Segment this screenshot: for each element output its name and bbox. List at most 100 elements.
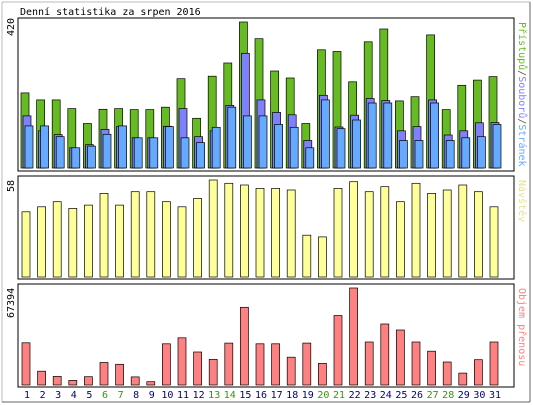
- day-label: 13: [208, 390, 220, 401]
- volume-bar: [255, 343, 265, 386]
- legend-hits: Stránek: [516, 124, 528, 166]
- volume-bar: [349, 287, 358, 386]
- visits-bar: [224, 182, 234, 278]
- pages-bar: [118, 125, 127, 169]
- volume-bar: [302, 342, 312, 386]
- day-label: 31: [489, 390, 501, 401]
- chart-title: Denní statistika za srpen 2016: [20, 6, 201, 18]
- legend-visits: Návštěv: [516, 180, 528, 222]
- visits-bar: [396, 201, 405, 278]
- visits-bar: [271, 188, 280, 278]
- day-label: 28: [442, 390, 454, 401]
- volume-bar: [130, 376, 140, 386]
- visits-bar: [84, 204, 93, 278]
- day-labels: 1 2 3 4 5 6 7 8 9 10 11 12 13 14 15 16 17 18 19 20 21 22 23 24 2…: [24, 390, 501, 401]
- day-label: 3: [55, 390, 61, 401]
- panel-volume-legend: Objem přenosu: [516, 288, 528, 366]
- visits-bar: [427, 193, 436, 278]
- visits-bar: [162, 201, 171, 278]
- volume-bar: [37, 370, 46, 386]
- volume-bar: [442, 361, 452, 386]
- pages-bar: [55, 136, 65, 169]
- visits-bar: [411, 182, 421, 278]
- pages-bar: [180, 137, 190, 169]
- volume-bar: [115, 363, 124, 386]
- visits-bars: [21, 179, 499, 278]
- pages-bar: [149, 137, 159, 169]
- pages-bar: [165, 126, 174, 169]
- visits-bar: [489, 206, 499, 278]
- day-label: 23: [364, 390, 376, 401]
- pages-bar: [289, 126, 299, 169]
- pages-bar: [87, 145, 96, 169]
- day-label: 18: [286, 390, 298, 401]
- day-label: 5: [86, 390, 92, 401]
- day-label: 24: [380, 390, 392, 401]
- volume-bar: [333, 315, 343, 386]
- volume-bar: [177, 337, 187, 386]
- panel-hits-frame: [17, 17, 515, 172]
- pages-bar: [211, 126, 221, 169]
- day-label: 27: [427, 390, 439, 401]
- visits-bar: [193, 198, 202, 278]
- volume-bar: [84, 376, 93, 386]
- day-label: 9: [149, 390, 155, 401]
- visits-bar: [380, 186, 390, 278]
- visits-bar: [208, 179, 218, 278]
- day-label: 15: [239, 390, 251, 401]
- day-label: 1: [24, 390, 30, 401]
- visits-bar: [474, 191, 483, 278]
- day-label: 26: [411, 390, 423, 401]
- pages-bar: [24, 125, 34, 169]
- volume-bar: [489, 341, 499, 386]
- visits-bar: [177, 206, 187, 278]
- day-label: 29: [458, 390, 470, 401]
- visits-bar: [349, 181, 358, 278]
- panel-visits-legend: Návštěv: [516, 180, 528, 222]
- visits-bar: [115, 204, 124, 278]
- volume-bar: [21, 342, 31, 386]
- volume-bar: [146, 381, 156, 386]
- day-label: 2: [40, 390, 46, 401]
- day-label: 6: [102, 390, 108, 401]
- volume-bar: [427, 350, 436, 386]
- pages-bar: [414, 140, 424, 169]
- volume-bar: [240, 306, 249, 386]
- pages-bar: [321, 99, 330, 169]
- visits-bar: [52, 201, 62, 278]
- volume-bar: [411, 341, 421, 386]
- volume-bar: [68, 380, 78, 386]
- visits-bar: [333, 188, 343, 278]
- volume-bars: [21, 287, 499, 386]
- pages-bar: [477, 136, 486, 169]
- volume-bar: [208, 359, 218, 386]
- visits-bar: [130, 191, 140, 278]
- visits-bar: [442, 189, 452, 278]
- visits-bar: [255, 188, 265, 278]
- hits-bars: [20, 21, 502, 169]
- panel-volume-ymax: 67394: [6, 288, 17, 318]
- panel-hits-legend: Přístupů/Souborů/Stránek: [516, 22, 528, 167]
- day-label: 8: [133, 390, 139, 401]
- day-label: 21: [333, 390, 345, 401]
- day-label: 19: [302, 390, 314, 401]
- visits-bar: [318, 236, 327, 278]
- day-label: 22: [349, 390, 361, 401]
- pages-bar: [305, 147, 315, 169]
- pages-bar: [71, 147, 81, 169]
- legend-volume: Objem přenosu: [516, 288, 528, 366]
- day-label: 12: [193, 390, 205, 401]
- day-label: 10: [161, 390, 173, 401]
- volume-bar: [224, 342, 234, 386]
- volume-bar: [193, 351, 202, 386]
- day-label: 11: [177, 390, 189, 401]
- pages-bar: [492, 124, 502, 169]
- pages-bar: [40, 125, 49, 169]
- day-label: 14: [224, 390, 236, 401]
- day-label: 7: [118, 390, 124, 401]
- visits-bar: [286, 189, 296, 278]
- visits-bar: [99, 193, 109, 278]
